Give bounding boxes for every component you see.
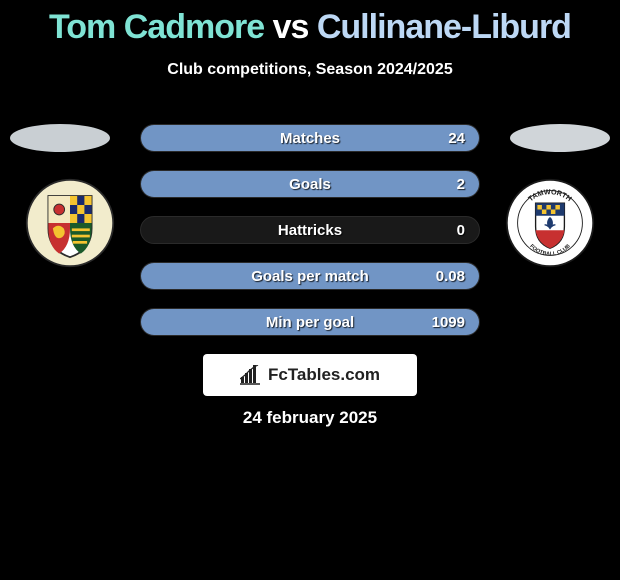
stat-bar-min-per-goal: Min per goal 1099 [140,308,480,336]
stat-value-right: 24 [448,125,465,153]
date-text: 24 february 2025 [0,408,620,428]
brand-text: FcTables.com [268,365,380,385]
stat-bar-matches: Matches 24 [140,124,480,152]
subtitle: Club competitions, Season 2024/2025 [0,61,620,79]
comparison-title: Tom Cadmore vs Cullinane-Liburd [0,0,620,47]
stat-label: Goals per match [141,263,479,291]
bar-chart-icon [240,365,262,385]
vs-text: vs [273,8,309,46]
stat-value-right: 2 [457,171,465,199]
stats-bars: Matches 24 Goals 2 Hattricks 0 Goals per… [140,124,480,354]
brand-box[interactable]: FcTables.com [203,354,417,396]
stat-label: Goals [141,171,479,199]
player2-name: Cullinane-Liburd [317,8,571,46]
player2-avatar [510,124,610,152]
stat-value-right: 0.08 [436,263,465,291]
stat-label: Hattricks [141,217,479,245]
player1-club-crest [25,178,115,268]
stat-value-right: 1099 [432,309,465,337]
stat-value-right: 0 [457,217,465,245]
stat-bar-hattricks: Hattricks 0 [140,216,480,244]
stat-label: Min per goal [141,309,479,337]
stat-bar-goals: Goals 2 [140,170,480,198]
player2-club-crest: TAMWORTH FOOTBALL CLUB [505,178,595,268]
stat-bar-goals-per-match: Goals per match 0.08 [140,262,480,290]
player1-avatar [10,124,110,152]
player1-name: Tom Cadmore [49,8,264,46]
stat-label: Matches [141,125,479,153]
